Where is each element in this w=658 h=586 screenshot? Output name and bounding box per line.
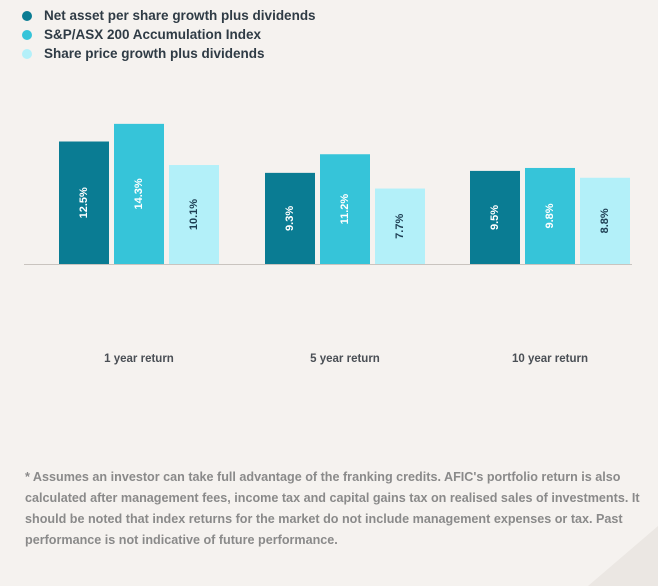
legend-item-index: S&P/ASX 200 Accumulation Index — [22, 25, 316, 44]
bar-10-year-return-series-1 — [470, 170, 520, 264]
legend-swatch-index — [22, 29, 32, 40]
data-label-10-year-return-series-1: 9.5% — [489, 205, 501, 230]
data-label-1-year-return-series-2: 14.3% — [133, 178, 145, 209]
bar-1-year-return-series-2 — [114, 123, 164, 264]
legend-label-nav: Net asset per share growth plus dividend… — [44, 8, 316, 23]
bar-chart: 12.5% 14.3% 10.1% 1 year return 9.3% 11.2% 7.7… — [24, 123, 632, 365]
footnote: * Assumes an investor can take full adva… — [25, 470, 640, 547]
legend-swatch-nav — [22, 10, 32, 21]
legend-swatch-share-price — [22, 48, 32, 59]
data-label-5-year-return-series-2: 11.2% — [339, 194, 351, 225]
category-label-1-year-return: 1 year return — [104, 353, 174, 365]
data-label-5-year-return-series-1: 9.3% — [284, 206, 296, 231]
bar-10-year-return-series-2 — [525, 167, 575, 264]
legend-item-nav: Net asset per share growth plus dividend… — [22, 6, 316, 25]
category-label-5-year-return: 5 year return — [310, 353, 380, 365]
bar-10-year-return-series-3 — [580, 177, 630, 264]
legend-item-share-price: Share price growth plus dividends — [22, 44, 316, 63]
data-label-10-year-return-series-2: 9.8% — [544, 203, 556, 228]
data-label-1-year-return-series-3: 10.1% — [188, 199, 200, 230]
bar-1-year-return-series-3 — [169, 165, 219, 264]
legend-label-index: S&P/ASX 200 Accumulation Index — [44, 27, 262, 42]
legend: Net asset per share growth plus dividend… — [22, 6, 316, 63]
data-label-10-year-return-series-3: 8.8% — [599, 208, 611, 233]
bar-5-year-return-series-3 — [375, 188, 425, 264]
data-label-1-year-return-series-1: 12.5% — [78, 187, 90, 218]
page-corner-decoration — [588, 526, 658, 586]
legend-label-share-price: Share price growth plus dividends — [44, 46, 265, 61]
data-label-5-year-return-series-3: 7.7% — [394, 214, 406, 239]
bar-5-year-return-series-2 — [320, 154, 370, 264]
bar-1-year-return-series-1 — [59, 141, 109, 264]
category-label-10-year-return: 10 year return — [512, 353, 588, 365]
bar-5-year-return-series-1 — [265, 172, 315, 264]
